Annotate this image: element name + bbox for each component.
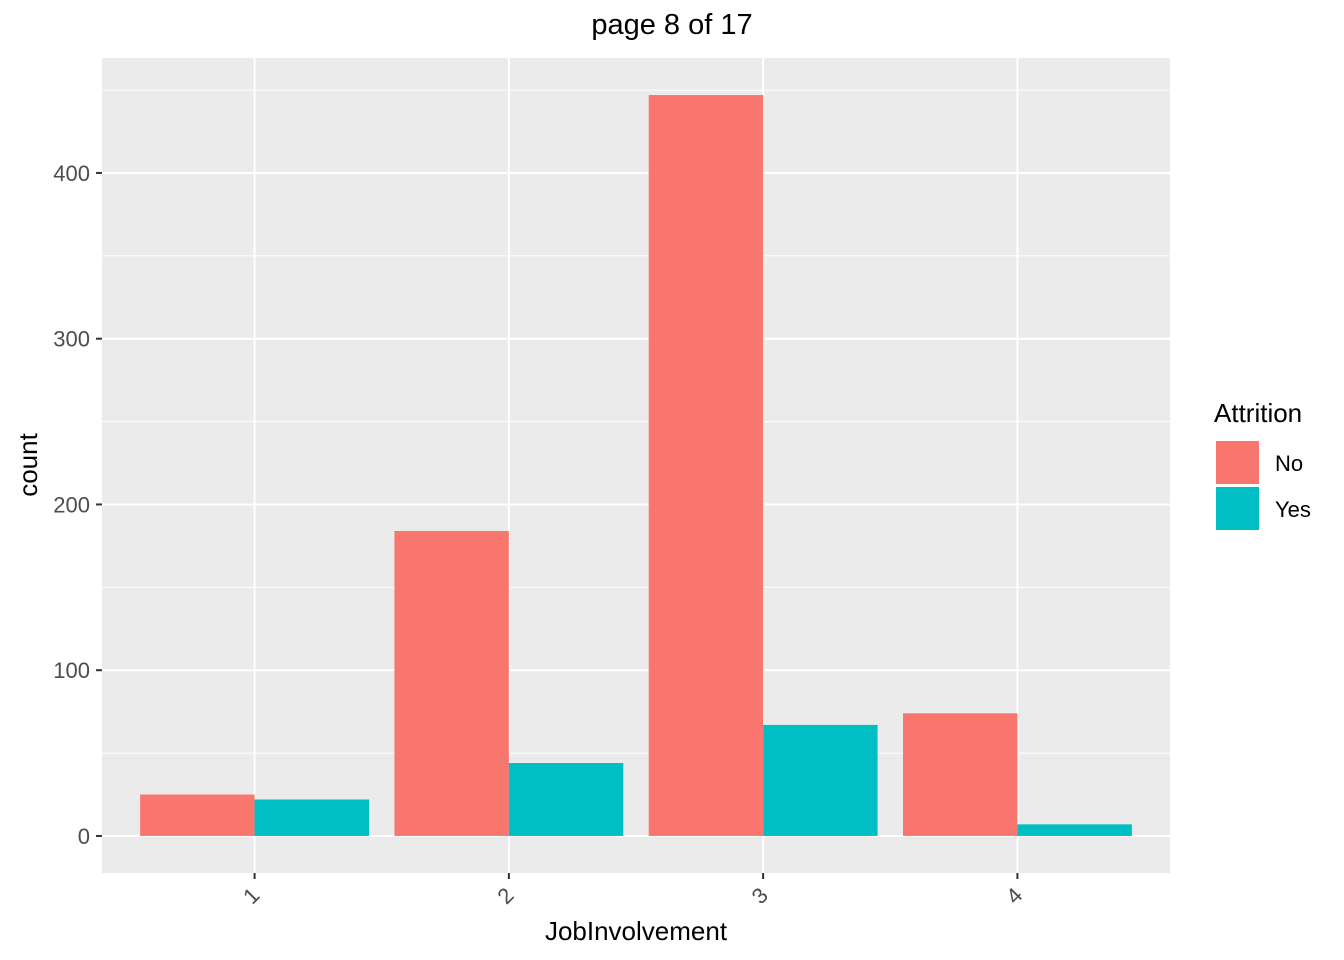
bar-no-4 (903, 713, 1018, 836)
legend-items: No Yes (1216, 441, 1311, 530)
legend-label-yes: Yes (1275, 497, 1311, 522)
y-tick-label: 0 (78, 824, 90, 849)
x-axis: 1 2 3 4 (238, 873, 1027, 909)
legend-title: Attrition (1214, 398, 1302, 428)
legend-label-no: No (1275, 451, 1303, 476)
bar-yes-3 (763, 724, 878, 836)
bars (140, 95, 1132, 836)
legend: Attrition No Yes (1214, 398, 1311, 530)
bar-no-2 (394, 530, 509, 836)
legend-swatch-no (1216, 441, 1259, 484)
y-axis-title: count (13, 432, 43, 496)
x-tick-label: 1 (238, 883, 264, 909)
y-tick-label: 300 (53, 327, 90, 352)
bar-yes-2 (508, 763, 624, 836)
x-tick-label: 3 (747, 883, 773, 909)
major-gridlines (102, 58, 1170, 873)
y-tick-label: 400 (53, 161, 90, 186)
y-axis: 0 100 200 300 400 (53, 161, 102, 849)
x-tick-label: 2 (492, 883, 518, 909)
y-tick-label: 200 (53, 492, 90, 517)
bar-yes-1 (254, 799, 369, 836)
legend-swatch-yes (1216, 487, 1259, 530)
bar-no-3 (648, 95, 764, 836)
y-tick-label: 100 (53, 658, 90, 683)
x-axis-title: JobInvolvement (545, 916, 728, 946)
bar-no-1 (140, 794, 255, 836)
bar-yes-4 (1017, 824, 1132, 836)
x-tick-label: 4 (1001, 883, 1027, 909)
chart-title: page 8 of 17 (591, 9, 752, 41)
